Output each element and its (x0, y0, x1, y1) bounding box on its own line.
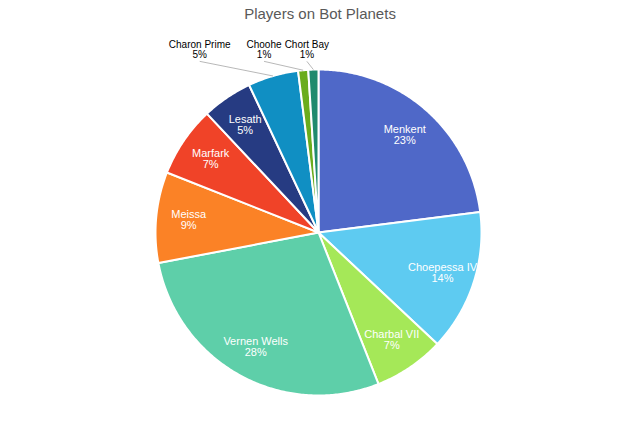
svg-text:Vernen Wells28%: Vernen Wells28% (223, 335, 288, 358)
svg-text:Charbal VII7%: Charbal VII7% (364, 328, 419, 351)
svg-text:Marfark7%: Marfark7% (192, 147, 230, 170)
svg-text:Choepessa IV14%: Choepessa IV14% (408, 261, 478, 284)
svg-text:Chort Bay1%: Chort Bay1% (285, 39, 329, 60)
svg-text:Meissa9%: Meissa9% (171, 208, 207, 231)
svg-text:Players on Bot Planets: Players on Bot Planets (244, 5, 396, 22)
svg-text:Choohe1%: Choohe1% (247, 39, 282, 60)
svg-text:Menkent23%: Menkent23% (384, 123, 426, 146)
svg-text:Lesath5%: Lesath5% (229, 113, 262, 136)
svg-text:Charon Prime5%: Charon Prime5% (169, 39, 231, 60)
